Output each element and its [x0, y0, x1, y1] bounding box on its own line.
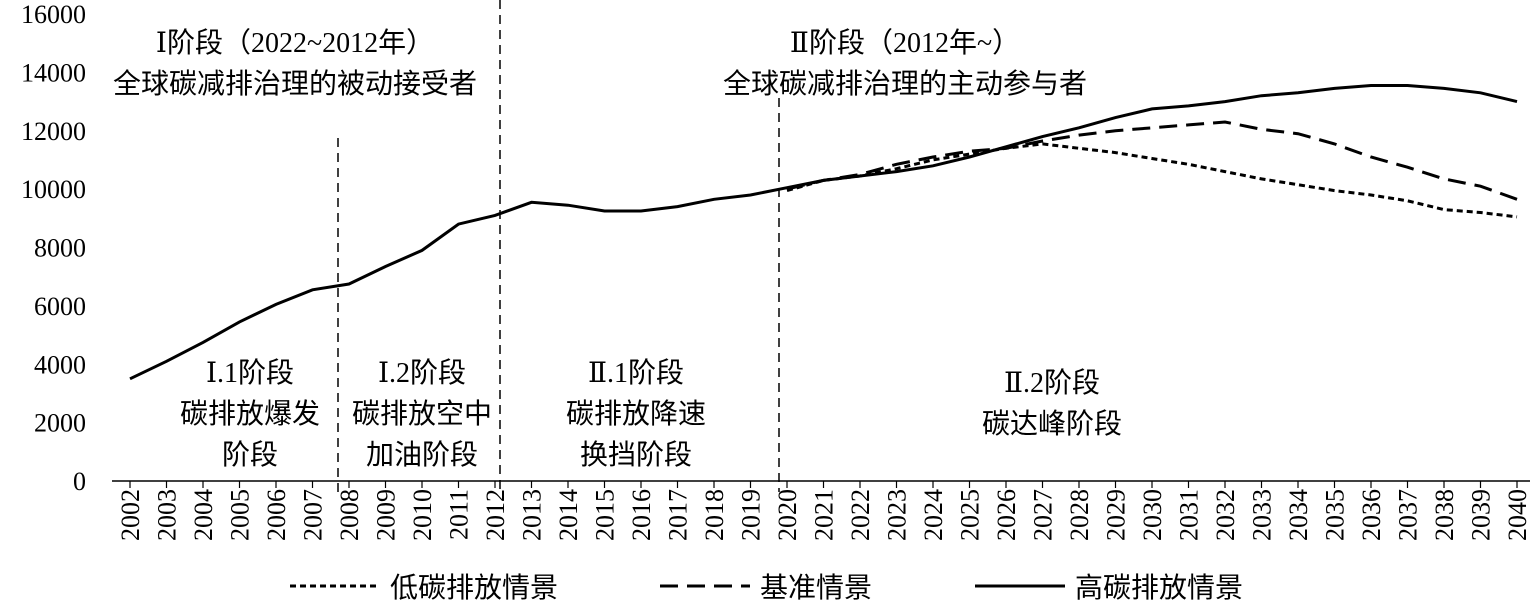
annotation: Ⅱ.2阶段: [1004, 367, 1100, 399]
annotation: 碳达峰阶段: [982, 408, 1122, 440]
y-tick-label: 2000: [34, 409, 86, 438]
x-tick-label: 2010: [408, 489, 437, 541]
x-tick-label: 2003: [153, 489, 182, 541]
legend-label: 低碳排放情景: [390, 572, 558, 604]
x-tick-label: 2008: [335, 489, 364, 541]
x-tick-label: 2019: [737, 489, 766, 541]
x-tick-label: 2020: [773, 489, 802, 541]
x-tick-label: 2040: [1503, 489, 1532, 541]
series-line: [786, 120, 1518, 201]
y-tick-label: 8000: [34, 234, 86, 263]
x-tick-label: 2032: [1211, 489, 1240, 541]
x-tick-label: 2030: [1138, 489, 1167, 541]
series-line: [129, 84, 1518, 381]
annotation: 全球碳减排治理的被动接受者: [113, 68, 477, 100]
x-tick-label: 2004: [189, 489, 218, 541]
annotation: Ⅰ.1阶段: [206, 357, 294, 389]
x-tick-label: 2022: [846, 489, 875, 541]
y-tick-label: 0: [73, 467, 86, 496]
annotation: Ⅰ阶段（2022~2012年）: [156, 27, 434, 59]
x-tick-label: 2006: [262, 489, 291, 541]
annotation: 碳排放空中: [352, 398, 492, 430]
x-tick-label: 2014: [554, 489, 583, 541]
x-tick-label: 2031: [1175, 489, 1204, 541]
x-tick-label: 2013: [518, 489, 547, 541]
x-tick-label: 2039: [1467, 489, 1496, 541]
legend-label: 基准情景: [760, 572, 872, 604]
annotation: 阶段: [222, 439, 278, 471]
y-tick-label: 6000: [34, 292, 86, 321]
x-tick-label: 2018: [700, 489, 729, 541]
x-tick-label: 2023: [883, 489, 912, 541]
y-tick-label: 12000: [21, 117, 86, 146]
x-tick-label: 2024: [919, 489, 948, 541]
annotation: 加油阶段: [366, 439, 478, 471]
x-tick-label: 2033: [1248, 489, 1277, 541]
x-tick-label: 2037: [1394, 489, 1423, 541]
x-tick-label: 2012: [481, 489, 510, 541]
x-tick-label: 2005: [226, 489, 255, 541]
x-tick-label: 2021: [810, 489, 839, 541]
legend-label: 高碳排放情景: [1075, 572, 1243, 604]
x-tick-label: 2026: [992, 489, 1021, 541]
x-tick-label: 2038: [1430, 489, 1459, 541]
annotation: 全球碳减排治理的主动参与者: [723, 68, 1087, 100]
annotation: Ⅰ.2阶段: [378, 357, 466, 389]
x-tick-label: 2017: [664, 489, 693, 541]
x-tick-label: 2007: [299, 489, 328, 541]
annotation: Ⅱ阶段（2012年~）: [790, 27, 1020, 59]
y-tick-label: 10000: [21, 175, 86, 204]
annotation: 碳排放降速: [566, 398, 706, 430]
x-tick-label: 2035: [1321, 489, 1350, 541]
x-tick-label: 2029: [1102, 489, 1131, 541]
x-tick-label: 2034: [1284, 489, 1313, 541]
x-tick-label: 2028: [1065, 489, 1094, 541]
x-tick-label: 2009: [372, 489, 401, 541]
y-tick-label: 4000: [34, 350, 86, 379]
x-tick-label: 2025: [956, 489, 985, 541]
x-tick-label: 2027: [1029, 489, 1058, 541]
annotation: 换挡阶段: [580, 439, 692, 471]
x-tick-label: 2016: [627, 489, 656, 541]
x-tick-label: 2036: [1357, 489, 1386, 541]
y-tick-label: 14000: [21, 58, 86, 87]
annotation: Ⅱ.1阶段: [588, 357, 684, 389]
annotation: 碳排放爆发: [180, 398, 320, 430]
x-tick-label: 2015: [591, 489, 620, 541]
y-tick-label: 16000: [21, 0, 86, 29]
series-line: [786, 142, 1518, 219]
x-tick-label: 2002: [116, 489, 145, 541]
x-tick-label: 2011: [445, 489, 474, 540]
